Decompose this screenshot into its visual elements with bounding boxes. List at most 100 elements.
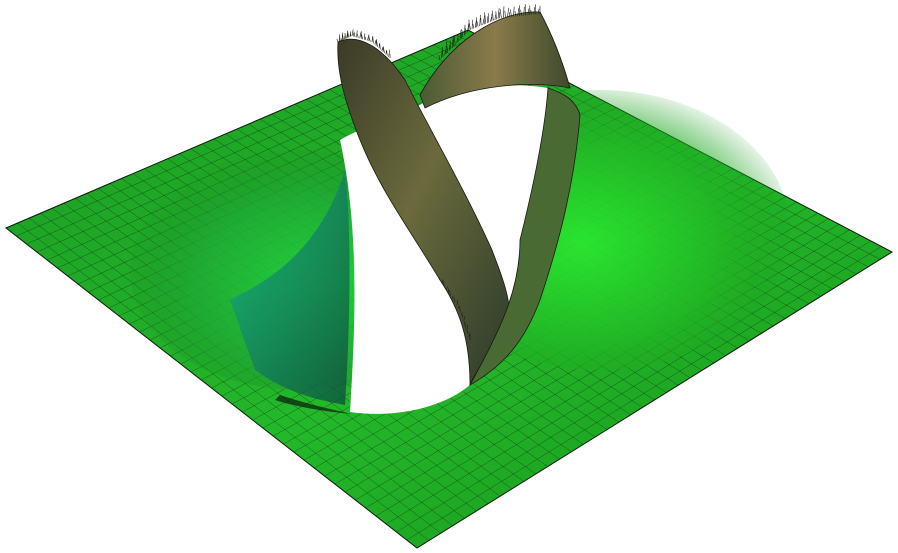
spike: [368, 37, 371, 42]
spike: [357, 33, 359, 38]
spike: [503, 6, 505, 18]
spike: [364, 36, 367, 41]
spike: [535, 4, 537, 15]
spike: [448, 44, 451, 51]
spike: [468, 332, 471, 337]
spike: [537, 8, 540, 15]
spike: [533, 7, 535, 15]
spike: [459, 30, 462, 41]
spike: [495, 11, 497, 20]
spike: [490, 16, 492, 22]
spike: [463, 315, 466, 322]
spike: [461, 312, 463, 315]
spike: [339, 34, 341, 42]
spike: [374, 40, 377, 45]
spike: [378, 43, 380, 49]
spike: [486, 16, 489, 24]
left-inner-wall: [230, 170, 350, 405]
spike: [451, 36, 454, 48]
spike: [469, 22, 471, 30]
spike: [517, 8, 520, 17]
spike: [353, 31, 356, 37]
spike: [456, 299, 459, 306]
spike: [438, 55, 441, 61]
spike: [443, 281, 445, 287]
spike: [441, 51, 443, 59]
spike: [350, 31, 352, 37]
spike: [379, 43, 381, 50]
hole-shadow: [275, 395, 352, 414]
grid-line: [386, 235, 861, 525]
ridge-spike-edges: [336, 4, 541, 340]
spike: [367, 35, 369, 41]
spike: [497, 8, 500, 19]
spike: [472, 23, 474, 29]
spike: [507, 7, 509, 18]
spike: [527, 8, 530, 16]
spike: [381, 47, 384, 51]
spike: [494, 14, 496, 21]
spike: [386, 50, 388, 56]
spike: [444, 49, 447, 56]
spike: [361, 34, 364, 40]
spike: [449, 290, 451, 296]
spike: [499, 9, 502, 18]
grid-line: [396, 240, 871, 533]
spike: [438, 277, 441, 281]
spike: [388, 49, 391, 57]
spike: [351, 29, 354, 37]
spike: [356, 30, 358, 38]
grid-line: [406, 246, 882, 541]
spike: [457, 34, 459, 42]
spike: [452, 295, 454, 300]
spike: [372, 36, 374, 44]
grid-line: [416, 251, 892, 548]
spike: [482, 18, 485, 25]
spike: [446, 286, 448, 290]
spike: [491, 10, 494, 21]
spike: [385, 50, 387, 55]
back-ridge-ribbon: [419, 11, 571, 109]
spike: [364, 33, 366, 40]
spike: [467, 23, 469, 33]
spike: [476, 21, 479, 27]
spike: [466, 325, 468, 331]
spike: [464, 24, 466, 36]
spike: [441, 279, 444, 284]
spike: [480, 14, 482, 26]
spike: [382, 46, 385, 54]
spike: [446, 41, 448, 53]
spike: [513, 6, 515, 17]
spike: [523, 6, 525, 16]
spike: [371, 36, 373, 43]
spike: [453, 35, 456, 45]
spike: [467, 330, 469, 334]
spike: [461, 314, 463, 318]
spike: [514, 10, 516, 17]
spike: [530, 9, 533, 15]
spike: [464, 323, 467, 328]
spike: [524, 4, 527, 16]
right-ridge-wall: [468, 87, 581, 387]
spike: [459, 306, 461, 312]
spike: [487, 13, 490, 23]
spike: [465, 27, 467, 35]
spike: [484, 12, 487, 24]
spike: [520, 9, 522, 16]
spike: [347, 31, 350, 38]
spike: [456, 38, 458, 44]
spike: [349, 33, 351, 37]
spike: [504, 10, 506, 18]
spike: [461, 29, 464, 38]
spike: [359, 32, 362, 39]
spike: [376, 39, 378, 47]
spike: [442, 46, 444, 57]
spike: [474, 20, 477, 29]
spike: [471, 19, 473, 30]
spike: [449, 40, 451, 50]
spike: [344, 32, 346, 39]
spike: [510, 9, 512, 17]
spike: [479, 18, 481, 27]
